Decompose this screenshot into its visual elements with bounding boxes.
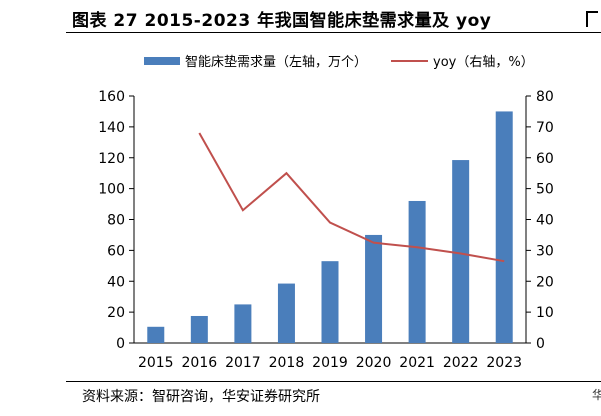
right-axis: 0 10 20 30 40 50 60 70 80 <box>525 89 554 352</box>
x-axis-tick-label: 2020 <box>356 355 392 371</box>
x-axis-tick-label: 2019 <box>312 355 348 371</box>
bar-2022 <box>452 160 470 343</box>
x-axis-tick-label: 2023 <box>486 355 522 371</box>
bar-2019 <box>321 261 339 343</box>
left-axis: 0 20 40 60 80 100 120 140 160 <box>98 89 135 352</box>
x-axis: 2015 2016 2017 2018 2019 2020 2021 2022 2023 <box>134 342 526 371</box>
title-rule <box>66 32 601 33</box>
legend-swatch-demand <box>144 57 180 65</box>
bar-2016 <box>190 315 208 343</box>
source-note: 资料来源：智研咨询，华安证券研究所 <box>82 389 320 405</box>
left-axis-tick-label: 0 <box>116 336 125 352</box>
source-rule <box>66 381 601 382</box>
x-axis-tick-label: 2017 <box>225 355 261 371</box>
corner-mark <box>586 11 598 27</box>
bar-2021 <box>408 200 426 343</box>
bar-2015 <box>147 326 165 343</box>
x-axis-tick-label: 2018 <box>269 355 305 371</box>
left-axis-tick-label: 140 <box>98 120 125 136</box>
left-axis-tick-label: 40 <box>107 274 125 290</box>
right-axis-tick-label: 0 <box>536 336 545 352</box>
right-axis-tick-label: 10 <box>536 305 554 321</box>
left-axis-tick-label: 60 <box>107 243 125 259</box>
x-axis-tick-label: 2021 <box>399 355 435 371</box>
bar-2017 <box>234 304 252 343</box>
legend: 智能床垫需求量（左轴，万个） yoy（右轴，%） <box>144 54 534 70</box>
bar-2020 <box>365 234 383 343</box>
left-axis-tick-label: 120 <box>98 151 125 167</box>
line-series <box>198 132 505 263</box>
right-axis-tick-label: 30 <box>536 243 554 259</box>
edge-text-fragment: 华 <box>592 388 601 402</box>
right-axis-tick-label: 60 <box>536 151 554 167</box>
bar-2018 <box>277 283 295 343</box>
left-axis-tick-label: 100 <box>98 182 125 198</box>
right-axis-tick-label: 40 <box>536 213 554 229</box>
left-axis-tick-label: 160 <box>98 89 125 105</box>
legend-label-yoy: yoy（右轴，%） <box>433 55 534 70</box>
right-axis-tick-label: 70 <box>536 120 554 136</box>
legend-label-demand: 智能床垫需求量（左轴，万个） <box>185 54 367 70</box>
x-axis-tick-label: 2022 <box>443 355 479 371</box>
x-axis-tick-label: 2016 <box>182 355 218 371</box>
right-axis-tick-label: 20 <box>536 274 554 290</box>
left-axis-tick-label: 80 <box>107 213 125 229</box>
chart-title: 图表 27 2015-2023 年我国智能床垫需求量及 yoy <box>72 11 492 31</box>
bar-series <box>147 111 513 343</box>
x-axis-tick-label: 2015 <box>138 355 174 371</box>
right-axis-tick-label: 50 <box>536 182 554 198</box>
right-axis-tick-label: 80 <box>536 89 554 105</box>
yoy-line <box>198 132 505 263</box>
bar-2023 <box>495 111 513 343</box>
left-axis-tick-label: 20 <box>107 305 125 321</box>
